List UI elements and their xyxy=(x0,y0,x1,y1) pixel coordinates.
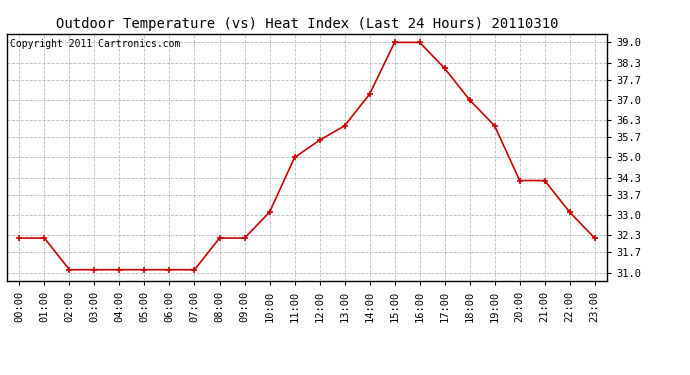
Title: Outdoor Temperature (vs) Heat Index (Last 24 Hours) 20110310: Outdoor Temperature (vs) Heat Index (Las… xyxy=(56,17,558,31)
Text: Copyright 2011 Cartronics.com: Copyright 2011 Cartronics.com xyxy=(10,39,180,49)
